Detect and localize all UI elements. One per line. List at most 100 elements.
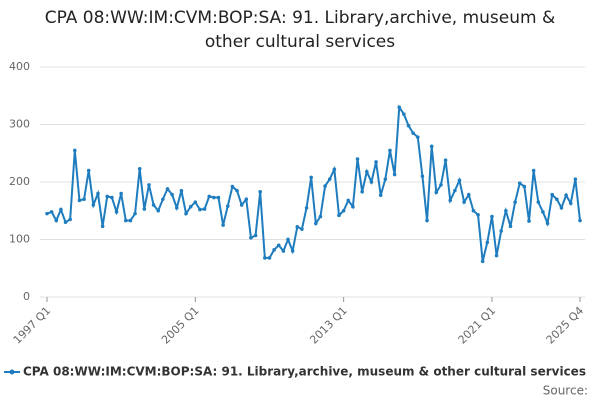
data-point: [137, 166, 142, 171]
data-point: [559, 206, 564, 210]
data-point: [508, 224, 513, 229]
data-point: [128, 218, 133, 223]
data-point: [73, 148, 77, 153]
data-point: [429, 144, 434, 149]
data-point: [221, 223, 225, 227]
data-point: [133, 211, 137, 216]
data-point: [272, 248, 276, 252]
data-point: [564, 193, 568, 198]
data-point: [267, 256, 272, 260]
y-tick-label: 200: [9, 175, 30, 188]
data-point: [365, 169, 369, 174]
data-point: [142, 207, 147, 211]
data-point: [494, 253, 499, 258]
data-point: [96, 191, 100, 196]
data-point: [290, 249, 295, 253]
data-point: [198, 207, 202, 212]
x-tick-label: 1997 Q1: [11, 304, 54, 347]
data-point: [239, 203, 244, 207]
data-point: [434, 190, 439, 195]
data-point: [114, 210, 119, 214]
data-line: [46, 104, 581, 262]
data-point: [54, 218, 59, 223]
data-point: [49, 210, 54, 214]
chart-title: CPA 08:WW:IM:CVM:BOP:SA: 91. Library,arc…: [44, 8, 556, 52]
data-point: [522, 184, 527, 189]
data-point: [420, 174, 425, 179]
x-tick-label: 2005 Q1: [159, 304, 202, 347]
data-point: [378, 193, 383, 198]
data-point: [341, 208, 346, 213]
y-tick-label: 0: [23, 290, 30, 303]
y-tick-label: 100: [9, 233, 30, 246]
data-point: [161, 197, 165, 202]
data-point: [397, 105, 402, 110]
data-point: [499, 229, 504, 233]
data-point: [63, 220, 68, 225]
data-point: [110, 195, 114, 200]
data-point: [165, 187, 170, 191]
data-point: [545, 221, 550, 226]
data-point: [425, 218, 429, 223]
data-point: [100, 224, 105, 229]
data-point: [309, 175, 313, 180]
data-point: [123, 218, 128, 223]
data-point: [415, 135, 420, 139]
data-point: [184, 211, 188, 216]
data-point: [360, 189, 364, 194]
legend-label: CPA 08:WW:IM:CVM:BOP:SA: 91. Library,arc…: [23, 365, 586, 379]
data-point: [443, 158, 448, 162]
data-point: [388, 148, 392, 153]
data-point: [411, 131, 415, 135]
data-point: [300, 227, 304, 231]
source: Source:: [543, 384, 588, 398]
data-point: [258, 189, 263, 194]
data-point: [105, 194, 110, 199]
data-point: [235, 188, 239, 193]
data-point: [323, 184, 327, 188]
data-point: [471, 208, 476, 213]
data-point: [82, 197, 86, 202]
data-point: [457, 178, 462, 183]
data-point: [295, 225, 300, 229]
data-point: [91, 203, 96, 207]
data-point: [253, 233, 258, 238]
data-point: [225, 204, 230, 208]
data-point: [369, 180, 374, 184]
data-point: [86, 168, 91, 173]
data-point: [480, 259, 485, 264]
data-point: [374, 160, 378, 164]
data-point: [490, 214, 494, 219]
data-point: [402, 112, 406, 116]
data-point: [337, 213, 341, 218]
data-point: [448, 198, 453, 203]
x-tick-label: 2025 Q4: [544, 304, 587, 347]
data-point: [202, 207, 207, 211]
data-point: [304, 206, 309, 210]
data-point: [568, 201, 573, 206]
data-point: [504, 208, 508, 213]
legend-marker: [9, 369, 15, 375]
data-point: [59, 207, 63, 212]
data-point: [351, 204, 355, 209]
data-point: [156, 208, 161, 213]
data-point: [531, 168, 536, 173]
data-point: [45, 211, 49, 216]
data-point: [207, 194, 212, 199]
data-point: [77, 198, 82, 203]
data-point: [346, 198, 351, 203]
data-point: [281, 249, 286, 253]
data-point: [327, 177, 332, 181]
data-point: [244, 197, 249, 202]
data-point: [453, 188, 457, 193]
data-point: [466, 192, 471, 197]
x-tick-label: 2013 Q1: [307, 304, 350, 347]
data-point: [68, 217, 72, 222]
data-point: [550, 192, 554, 197]
data-point: [193, 200, 198, 204]
data-point: [536, 200, 541, 204]
x-tick-label: 2021 Q1: [456, 304, 499, 347]
data-point: [555, 197, 559, 202]
